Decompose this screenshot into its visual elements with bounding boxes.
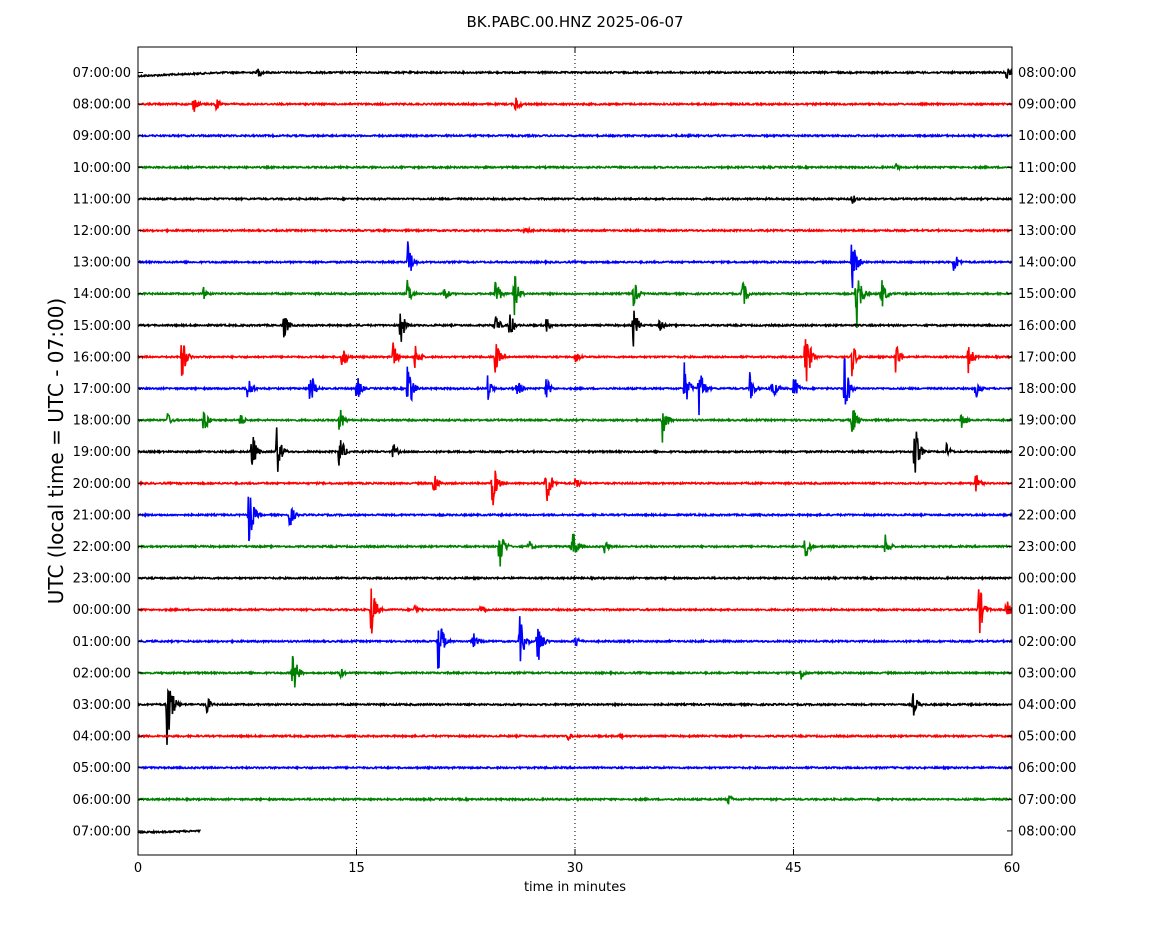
left-time-label: 14:00:00 bbox=[73, 287, 131, 302]
trace-row-4 bbox=[138, 195, 1013, 204]
trace-row-3 bbox=[137, 163, 1013, 172]
x-tick-label: 30 bbox=[567, 861, 584, 876]
right-time-label: 18:00:00 bbox=[1018, 382, 1076, 397]
trace-row-9 bbox=[137, 339, 1013, 382]
left-time-label: 23:00:00 bbox=[73, 572, 131, 587]
right-time-label: 02:00:00 bbox=[1018, 635, 1076, 650]
trace-row-8 bbox=[138, 310, 1013, 347]
x-ticks: 0 15 30 45 60 bbox=[134, 47, 1020, 876]
trace-row-2 bbox=[137, 132, 1013, 139]
right-time-label: 03:00:00 bbox=[1018, 666, 1076, 681]
trace-row-11 bbox=[137, 409, 1013, 443]
left-time-label: 05:00:00 bbox=[73, 761, 131, 776]
trace-row-20 bbox=[137, 688, 1013, 745]
trace-row-0 bbox=[137, 67, 1013, 79]
right-time-label: 20:00:00 bbox=[1018, 445, 1076, 460]
left-time-label: 04:00:00 bbox=[73, 730, 131, 745]
right-time-label: 09:00:00 bbox=[1018, 98, 1076, 113]
right-time-label: 11:00:00 bbox=[1018, 161, 1076, 176]
left-time-label: 20:00:00 bbox=[73, 477, 131, 492]
chart-title: BK.PABC.00.HNZ 2025-06-07 bbox=[466, 13, 683, 31]
trace-row-23 bbox=[137, 795, 1013, 805]
left-time-label: 08:00:00 bbox=[73, 98, 131, 113]
trace-row-13 bbox=[137, 470, 1013, 506]
trace-row-6 bbox=[137, 241, 1013, 289]
trace-row-21 bbox=[137, 732, 1013, 742]
left-time-label: 07:00:00 bbox=[73, 824, 131, 839]
y-axis-label: UTC (local time = UTC - 07:00) bbox=[44, 298, 68, 604]
left-time-labels: 07:00:00 08:00:00 09:00:00 10:00:00 11:00:00… bbox=[73, 66, 143, 839]
right-time-label: 06:00:00 bbox=[1018, 761, 1076, 776]
right-time-label: 17:00:00 bbox=[1018, 350, 1076, 365]
trace-row-15 bbox=[137, 533, 1013, 567]
trace-row-17 bbox=[137, 588, 1013, 634]
left-time-label: 09:00:00 bbox=[73, 129, 131, 144]
left-time-label: 02:00:00 bbox=[73, 666, 131, 681]
trace-row-14 bbox=[137, 496, 1013, 542]
left-time-label: 17:00:00 bbox=[73, 382, 131, 397]
trace-row-19 bbox=[137, 655, 1013, 688]
x-tick-label: 45 bbox=[785, 861, 802, 876]
right-time-label: 15:00:00 bbox=[1018, 287, 1076, 302]
traces bbox=[137, 67, 1013, 835]
left-time-label: 16:00:00 bbox=[73, 350, 131, 365]
right-time-label: 07:00:00 bbox=[1018, 793, 1076, 808]
left-time-label: 18:00:00 bbox=[73, 414, 131, 429]
trace-row-16 bbox=[137, 575, 1012, 582]
trace-row-7 bbox=[137, 276, 1013, 329]
trace-row-10 bbox=[137, 358, 1013, 416]
left-time-label: 12:00:00 bbox=[73, 224, 131, 239]
right-time-label: 08:00:00 bbox=[1018, 824, 1076, 839]
left-time-label: 11:00:00 bbox=[73, 192, 131, 207]
trace-row-24 bbox=[137, 828, 201, 835]
right-time-label: 12:00:00 bbox=[1018, 192, 1076, 207]
left-time-label: 06:00:00 bbox=[73, 793, 131, 808]
trace-row-12 bbox=[137, 427, 1013, 473]
trace-row-18 bbox=[137, 616, 1013, 669]
right-time-label: 14:00:00 bbox=[1018, 256, 1076, 271]
trace-row-1 bbox=[137, 97, 1013, 112]
x-tick-label: 60 bbox=[1004, 861, 1021, 876]
left-time-label: 19:00:00 bbox=[73, 445, 131, 460]
x-tick-label: 15 bbox=[348, 861, 365, 876]
right-time-label: 08:00:00 bbox=[1018, 66, 1076, 81]
x-axis-label: time in minutes bbox=[524, 880, 626, 895]
right-time-label: 21:00:00 bbox=[1018, 477, 1076, 492]
left-time-label: 21:00:00 bbox=[73, 508, 131, 523]
left-time-label: 22:00:00 bbox=[73, 540, 131, 555]
right-time-label: 16:00:00 bbox=[1018, 319, 1076, 334]
trace-row-22 bbox=[137, 764, 1013, 771]
left-time-label: 10:00:00 bbox=[73, 161, 131, 176]
left-time-label: 13:00:00 bbox=[73, 256, 131, 271]
left-time-label: 15:00:00 bbox=[73, 319, 131, 334]
right-time-label: 22:00:00 bbox=[1018, 508, 1076, 523]
trace-row-5 bbox=[137, 225, 1013, 235]
left-time-label: 03:00:00 bbox=[73, 698, 131, 713]
right-time-label: 05:00:00 bbox=[1018, 730, 1076, 745]
left-time-label: 07:00:00 bbox=[73, 66, 131, 81]
right-time-label: 00:00:00 bbox=[1018, 572, 1076, 587]
x-tick-label: 0 bbox=[134, 861, 142, 876]
left-time-label: 00:00:00 bbox=[73, 603, 131, 618]
right-time-label: 04:00:00 bbox=[1018, 698, 1076, 713]
right-time-label: 10:00:00 bbox=[1018, 129, 1076, 144]
right-time-label: 01:00:00 bbox=[1018, 603, 1076, 618]
right-time-label: 13:00:00 bbox=[1018, 224, 1076, 239]
left-time-label: 01:00:00 bbox=[73, 635, 131, 650]
right-time-labels: 08:00:00 09:00:00 10:00:00 11:00:00 12:00:00… bbox=[1007, 66, 1076, 839]
right-time-label: 19:00:00 bbox=[1018, 414, 1076, 429]
right-time-label: 23:00:00 bbox=[1018, 540, 1076, 555]
